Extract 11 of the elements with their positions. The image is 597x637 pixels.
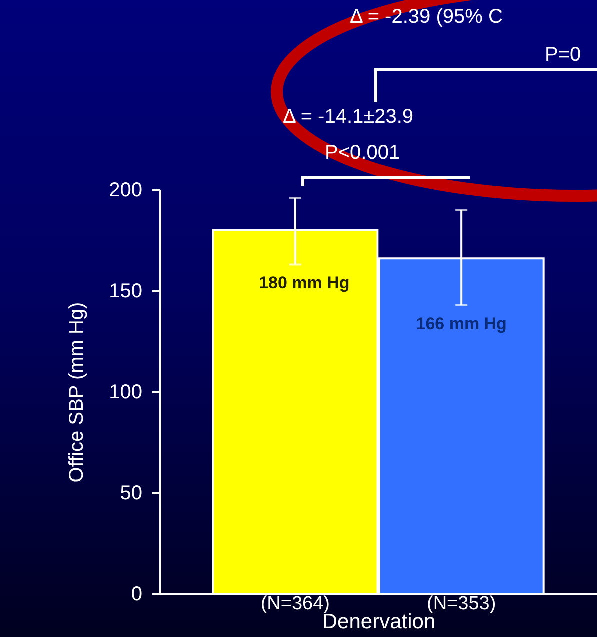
text: Δ = -14.1±23.9 [283,106,414,129]
y-tick-label: 100 [109,382,142,404]
x-tick-label: (N=353) [426,594,496,614]
y-axis-title: Office SBP (mm Hg) [66,302,88,483]
text: P=0 [545,44,582,67]
y-tick-label: 50 [120,482,142,504]
data-label: 166 mm Hg [416,314,507,334]
y-tick-label: 0 [131,584,142,606]
y-tick-label: 200 [109,180,142,202]
y-tick-label: 150 [109,280,142,302]
data-label: 180 mm Hg [259,273,350,292]
